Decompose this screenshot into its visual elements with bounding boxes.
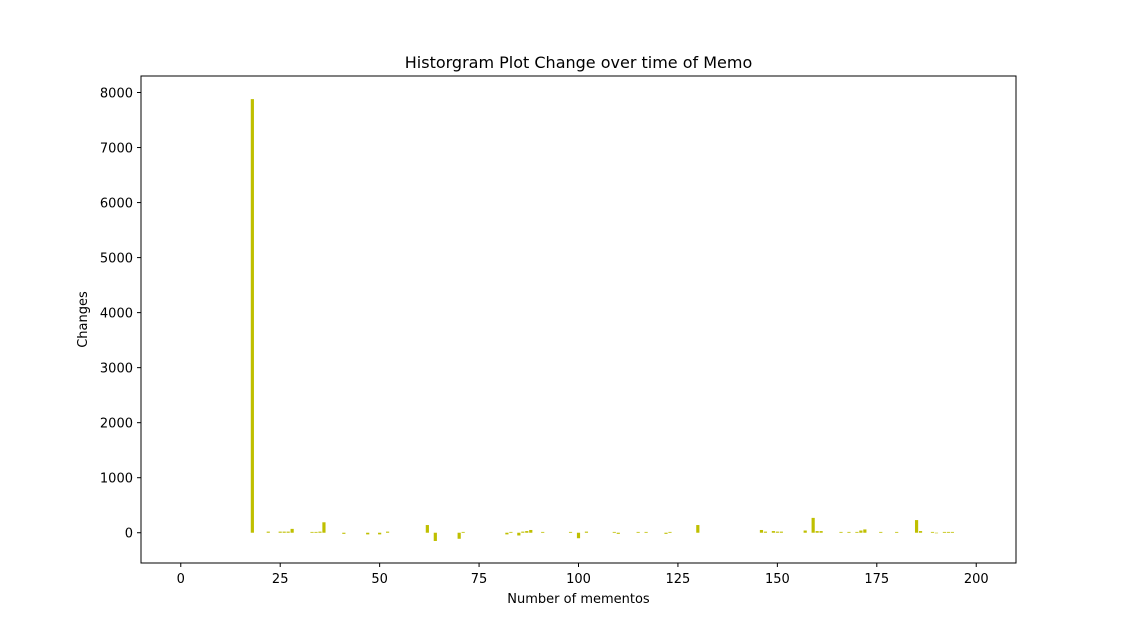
bar bbox=[863, 529, 867, 533]
bar bbox=[509, 531, 513, 533]
bar bbox=[934, 532, 939, 534]
y-tick-label: 4000 bbox=[100, 307, 133, 322]
bars-group bbox=[250, 99, 954, 541]
bar bbox=[290, 528, 294, 533]
bar bbox=[950, 531, 954, 533]
x-tick-label: 0 bbox=[177, 572, 185, 587]
bar bbox=[342, 532, 346, 534]
bar bbox=[839, 531, 843, 533]
bar bbox=[278, 531, 282, 533]
bar bbox=[914, 520, 919, 533]
bar bbox=[759, 529, 764, 533]
bar bbox=[521, 531, 525, 533]
x-tick-label: 25 bbox=[272, 572, 289, 587]
bar bbox=[895, 531, 899, 533]
bar bbox=[505, 532, 509, 535]
x-tick-label: 75 bbox=[471, 572, 488, 587]
y-tick-label: 1000 bbox=[100, 472, 133, 487]
bar bbox=[425, 525, 429, 533]
bar bbox=[310, 531, 314, 533]
bar bbox=[664, 532, 668, 534]
bar bbox=[644, 531, 648, 533]
bar bbox=[855, 531, 859, 533]
bar bbox=[378, 532, 382, 535]
plot-frame bbox=[140, 75, 1017, 564]
bar bbox=[568, 531, 573, 533]
x-tick-label: 50 bbox=[371, 572, 388, 587]
bar bbox=[461, 531, 465, 533]
bar bbox=[636, 531, 640, 533]
bar bbox=[322, 522, 326, 533]
bar bbox=[318, 531, 322, 533]
bar bbox=[819, 531, 823, 533]
x-axis-label: Number of mementos bbox=[507, 592, 650, 607]
bar bbox=[616, 532, 620, 534]
bar bbox=[918, 531, 923, 533]
bar bbox=[286, 531, 290, 533]
bar bbox=[859, 530, 863, 533]
bar bbox=[584, 531, 589, 533]
bar bbox=[457, 532, 461, 539]
bar bbox=[930, 531, 935, 533]
y-tick-label: 7000 bbox=[100, 142, 133, 157]
bar bbox=[386, 531, 390, 533]
bar bbox=[282, 531, 286, 533]
y-tick-label: 0 bbox=[125, 527, 133, 542]
bar bbox=[266, 531, 270, 533]
bar bbox=[541, 531, 545, 533]
y-tick-label: 3000 bbox=[100, 362, 133, 377]
bar bbox=[775, 531, 779, 533]
bar bbox=[525, 531, 529, 533]
bar bbox=[250, 99, 254, 533]
bar bbox=[517, 532, 521, 536]
x-tick-label: 175 bbox=[864, 572, 889, 587]
bar bbox=[314, 531, 318, 533]
bar bbox=[433, 532, 437, 541]
bar bbox=[942, 531, 946, 533]
bar bbox=[576, 532, 581, 539]
bar bbox=[803, 530, 807, 533]
x-tick-label: 150 bbox=[765, 572, 790, 587]
bar bbox=[815, 531, 819, 533]
x-tick-label: 200 bbox=[964, 572, 989, 587]
y-tick-label: 5000 bbox=[100, 252, 133, 267]
x-tick-label: 125 bbox=[666, 572, 691, 587]
y-tick-label: 2000 bbox=[100, 417, 133, 432]
x-axis-ticks: 0 25 50 75 100 125 150 175 200 bbox=[177, 563, 989, 587]
bar bbox=[366, 532, 370, 535]
bar bbox=[612, 531, 616, 533]
bar bbox=[771, 531, 775, 533]
chart-title: Historgram Plot Change over time of Memo bbox=[405, 53, 753, 72]
bar bbox=[779, 531, 783, 533]
bar bbox=[946, 531, 950, 533]
bar bbox=[529, 529, 533, 533]
y-tick-label: 6000 bbox=[100, 197, 133, 212]
bar bbox=[668, 531, 672, 533]
y-tick-label: 8000 bbox=[100, 87, 133, 102]
y-axis-ticks: 0 1000 2000 3000 4000 5000 6000 7000 8000 bbox=[100, 87, 141, 542]
bar bbox=[763, 531, 768, 533]
bar bbox=[696, 525, 700, 533]
bar bbox=[811, 517, 815, 533]
bar bbox=[879, 531, 883, 533]
bar bbox=[847, 531, 851, 533]
x-tick-label: 100 bbox=[566, 572, 591, 587]
y-axis-label: Changes bbox=[76, 291, 91, 348]
